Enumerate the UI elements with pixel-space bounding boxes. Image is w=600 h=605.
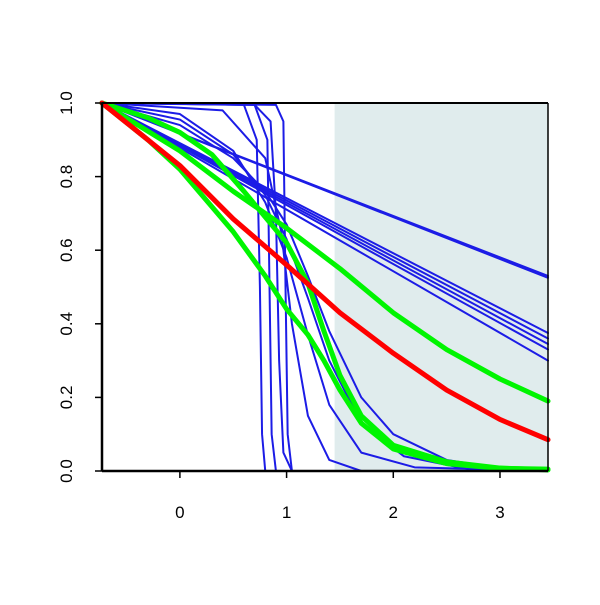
series-line-red-15 bbox=[99, 100, 551, 443]
x-tick-label: 0 bbox=[175, 503, 184, 522]
y-tick-label: 0.4 bbox=[57, 312, 76, 336]
series-line-blue-9 bbox=[101, 102, 549, 472]
x-tick-label: 3 bbox=[495, 503, 504, 522]
series-line-blue-5 bbox=[101, 102, 549, 351]
y-tick-label: 0.8 bbox=[57, 165, 76, 189]
y-tick-label: 1.0 bbox=[57, 91, 76, 115]
x-tick-label: 1 bbox=[282, 503, 291, 522]
series-line-blue-12 bbox=[101, 102, 549, 472]
x-tick-label: 2 bbox=[389, 503, 398, 522]
series-line-blue-13 bbox=[101, 102, 549, 472]
series-line-green-16 bbox=[99, 100, 551, 404]
series-line-blue-11 bbox=[101, 102, 549, 472]
y-tick-label: 0.0 bbox=[57, 459, 76, 483]
y-tick-label: 0.2 bbox=[57, 386, 76, 410]
y-tick-label: 0.6 bbox=[57, 238, 76, 262]
